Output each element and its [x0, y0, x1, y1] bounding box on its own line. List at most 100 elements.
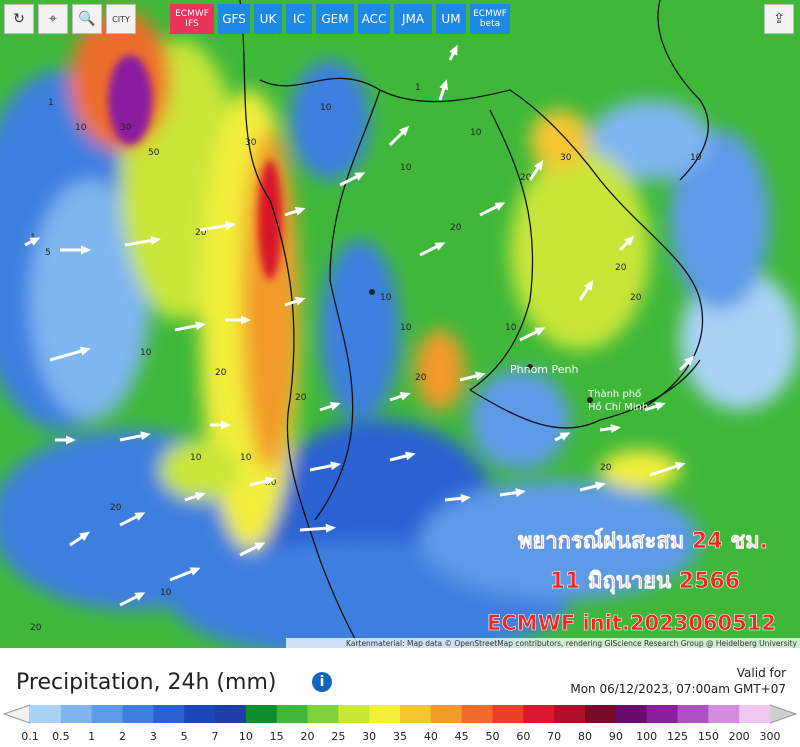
wind-arrow: [309, 463, 336, 472]
legend-label: 10: [239, 730, 253, 743]
color-legend: 0.1 0.5 1 2 3 5 7 10 15 20 25 30 35 40 45 50 60 70 80 90 100…: [2, 704, 798, 743]
wind-arrow-head: [195, 321, 206, 331]
wind-arrow-head: [515, 488, 526, 498]
legend-label: 50: [486, 730, 500, 743]
model-button[interactable]: GFS: [218, 4, 250, 34]
contour-label: 1: [415, 83, 421, 93]
overlay-line: ECMWF init.2023060512: [487, 611, 776, 635]
legend-swatch: [60, 705, 93, 723]
model-button[interactable]: ECMWF beta: [470, 4, 510, 34]
legend-label: 40: [424, 730, 438, 743]
legend-label: 0.1: [21, 730, 39, 743]
legend-swatch: [307, 705, 339, 723]
legend-label: 15: [270, 730, 284, 743]
legend-swatch: [91, 705, 123, 723]
contour-label: 50: [148, 148, 160, 158]
wind-arrow-head: [449, 44, 458, 56]
wind-arrow-head: [399, 125, 410, 136]
wind-arrows: [24, 44, 695, 607]
share-button[interactable]: ⇪: [764, 4, 794, 34]
legend-swatch: [245, 705, 278, 723]
contour-label: 20: [450, 223, 462, 233]
contour-label: 10: [400, 163, 412, 173]
overlay-line: พยากรณ์ฝนสะสม 24 ชม.: [518, 528, 768, 554]
info-button[interactable]: i: [312, 672, 332, 692]
legend-label: 25: [331, 730, 345, 743]
legend-label: 300: [760, 730, 781, 743]
model-button[interactable]: UM: [436, 4, 466, 34]
refresh-button[interactable]: ↻: [4, 4, 34, 34]
contour-label: 10: [160, 588, 172, 598]
legend-end: [769, 704, 798, 724]
wind-arrow: [169, 568, 196, 582]
contour-label: 10: [75, 123, 87, 133]
contour-label: 10: [320, 103, 332, 113]
attribution: Kartenmaterial: Map data © OpenStreetMap…: [346, 639, 798, 648]
legend-swatch: [430, 705, 463, 723]
legend-label: 1: [88, 730, 95, 743]
zoom-button[interactable]: 🔍: [72, 4, 102, 34]
legend-label: 0.5: [52, 730, 70, 743]
wind-arrow-head: [534, 327, 546, 336]
contour-label: 20: [215, 368, 227, 378]
contour-label: 10: [380, 293, 392, 303]
legend-swatch: [708, 705, 740, 723]
legend-swatch: [122, 705, 154, 723]
wind-arrow-head: [221, 420, 231, 430]
contour-label: 20: [415, 373, 427, 383]
model-button[interactable]: ACC: [358, 4, 390, 34]
legend-swatch: [646, 705, 678, 723]
map: 110 3050203010152010203010201010201020102…: [0, 0, 800, 648]
contour-label: 10: [690, 153, 702, 163]
button-label: CITY: [112, 14, 130, 24]
wind-arrow-head: [654, 402, 666, 411]
contour-label: 30: [265, 478, 277, 488]
wind-arrow-head: [140, 431, 151, 441]
wind-arrow-head: [684, 355, 695, 366]
contour-label: 1: [48, 98, 54, 108]
legend-label: 30: [362, 730, 376, 743]
contour-label: 10: [190, 453, 202, 463]
legend-swatch: [30, 705, 62, 723]
legend-swatch: [461, 705, 493, 723]
wind-arrow-head: [330, 461, 341, 471]
contour-label: 20: [195, 228, 207, 238]
model-button[interactable]: ECMWF IFS: [170, 4, 214, 34]
contour-label: 10: [140, 348, 152, 358]
legend-swatch: [585, 705, 617, 723]
legend-swatch: [338, 705, 370, 723]
model-button[interactable]: IC: [286, 4, 312, 34]
wind-arrow-head: [81, 245, 91, 255]
footer: Precipitation, 24h (mm) i Valid for Mon …: [0, 648, 800, 747]
wind-arrow: [299, 526, 331, 532]
wind-arrow-head: [329, 402, 341, 411]
legend-swatch: [215, 705, 247, 723]
model-button[interactable]: GEM: [316, 4, 354, 34]
wind-arrow-head: [624, 235, 635, 246]
contour-label: 5: [45, 248, 51, 258]
valid-label: Valid for: [736, 666, 786, 680]
wind-arrow-head: [225, 221, 236, 231]
model-button[interactable]: UK: [254, 4, 282, 34]
contour-label: 30: [245, 138, 257, 148]
legend-label: 20: [301, 730, 315, 743]
wind-arrow: [49, 348, 86, 362]
legend-end: [2, 704, 31, 724]
legend-label: 60: [516, 730, 530, 743]
legend-label: 125: [667, 730, 688, 743]
wind-arrow-head: [399, 392, 411, 401]
wind-arrow-head: [439, 79, 448, 91]
place-label: Phnom Penh: [510, 363, 578, 376]
legend-swatch: [369, 705, 401, 723]
location-button[interactable]: ⌖: [38, 4, 68, 34]
wind-arrow-head: [294, 207, 306, 216]
wind-arrow: [119, 433, 146, 442]
wind-arrow-head: [150, 236, 161, 246]
city-button[interactable]: CITY: [106, 4, 136, 34]
wind-arrow-head: [134, 592, 146, 601]
wind-arrow-head: [134, 512, 146, 521]
legend-title: Precipitation, 24h (mm): [16, 670, 277, 695]
model-button[interactable]: JMA: [394, 4, 432, 34]
wind-arrow-head: [460, 493, 471, 503]
